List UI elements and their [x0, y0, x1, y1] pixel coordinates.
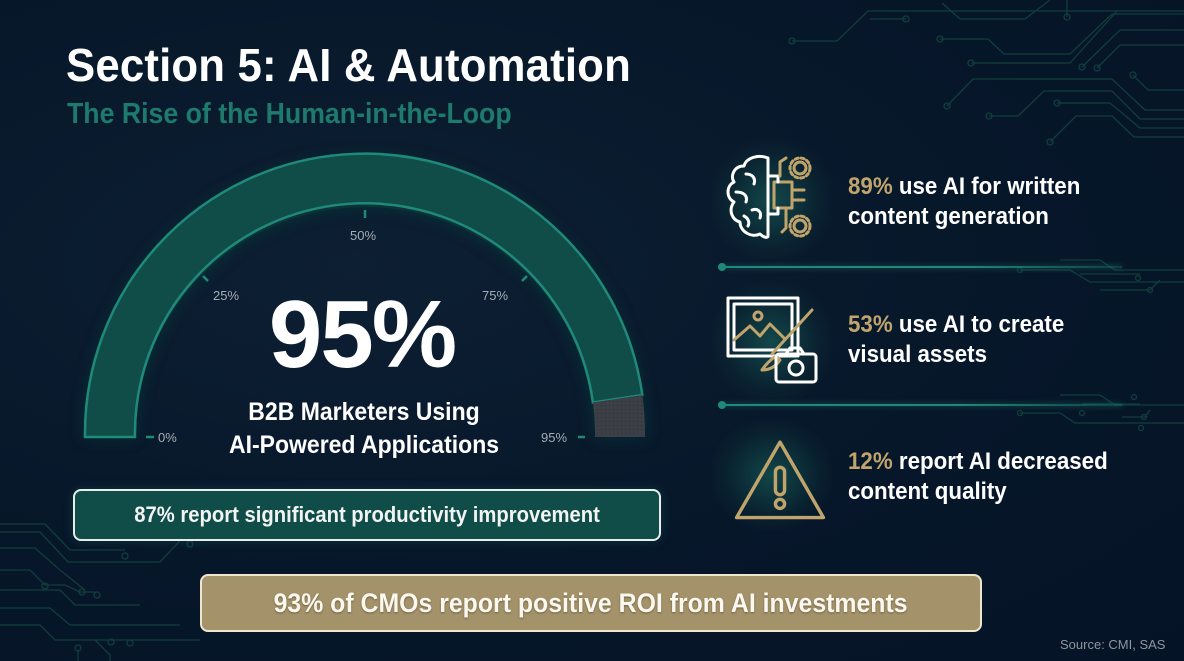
- divider-dot: [718, 263, 726, 271]
- stat-highlight: 12%: [848, 448, 893, 475]
- roi-callout: 93% of CMOs report positive ROI from AI …: [200, 574, 982, 632]
- gauge-tick-75: 75%: [482, 288, 509, 303]
- productivity-callout-text: 87% report significant productivity impr…: [134, 502, 600, 527]
- divider-dot: [718, 401, 726, 409]
- gauge-caption-line2: AI-Powered Applications: [228, 431, 500, 459]
- stat-line2: content quality: [848, 478, 1007, 505]
- gauge-value: 95%: [268, 281, 457, 388]
- roi-callout-text: 93% of CMOs report positive ROI from AI …: [273, 587, 908, 618]
- stat-visual-assets: 53% use AI to create visual assets: [848, 310, 1081, 370]
- source-note: Source: CMI, SAS: [1060, 637, 1166, 652]
- gauge-fill: [83, 152, 644, 439]
- stat-decreased-quality: 12% report AI decreased content quality: [848, 447, 1127, 507]
- warning-triangle-icon: [734, 440, 826, 520]
- gauge-tick-50: 50%: [350, 228, 377, 243]
- gauge-remainder: [592, 395, 646, 437]
- gauge-tick-0: 0%: [158, 430, 177, 445]
- page-subtitle: The Rise of the Human-in-the-Loop: [67, 98, 512, 130]
- page-title: Section 5: AI & Automation: [66, 39, 631, 91]
- brain-chip-icon: [726, 154, 812, 239]
- gauge-caption: B2B Marketers Using AI-Powered Applicati…: [195, 396, 534, 462]
- stat-line2: content generation: [848, 203, 1049, 230]
- gauge-tick-95: 95%: [541, 430, 568, 445]
- gauge-caption-line1: B2B Marketers Using: [248, 398, 480, 426]
- stat-written-content: 89% use AI for written content generatio…: [848, 172, 1098, 232]
- gauge-tick-25: 25%: [213, 288, 240, 303]
- stat-highlight: 53%: [848, 311, 893, 338]
- stat-line2: visual assets: [848, 341, 987, 368]
- image-brush-camera-icon: [726, 296, 818, 384]
- stat-line1: use AI to create: [892, 311, 1065, 338]
- divider-1: [722, 266, 1122, 268]
- productivity-callout: 87% report significant productivity impr…: [73, 489, 661, 541]
- divider-2: [722, 404, 1122, 406]
- stat-line1: report AI decreased: [892, 448, 1108, 475]
- gauge-ticks: [146, 210, 585, 439]
- stat-highlight: 89%: [848, 173, 893, 200]
- stat-line1: use AI for written: [892, 173, 1081, 200]
- icon-glow: [712, 420, 832, 530]
